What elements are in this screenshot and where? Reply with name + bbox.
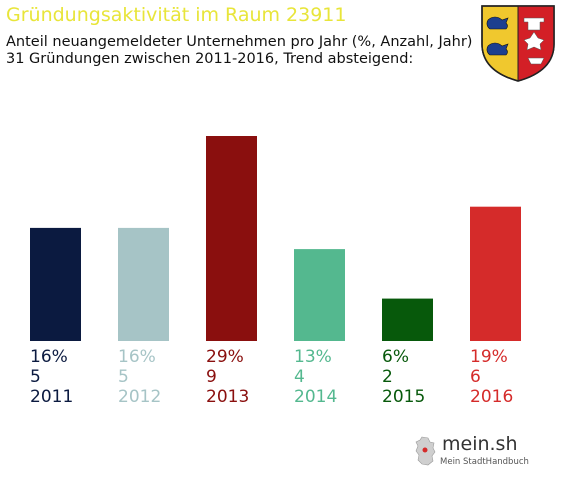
count-label-2013: 9 (206, 367, 217, 387)
year-label-2014: 2014 (294, 387, 338, 407)
percent-label-2016: 19% (470, 347, 508, 367)
year-label-2013: 2013 (206, 387, 250, 407)
brand-badge: mein.sh Mein StadtHandbuch (414, 432, 529, 472)
year-label-2015: 2015 (382, 387, 426, 407)
coat-of-arms-icon (481, 5, 555, 82)
percent-label-2015: 6% (382, 347, 409, 367)
bar-2011 (30, 227, 81, 341)
percent-label-2014: 13% (294, 347, 332, 367)
bar-2012 (118, 227, 169, 341)
subtitle-line-2: 31 Gründungen zwischen 2011-2016, Trend … (6, 51, 414, 67)
germany-map-icon (415, 436, 436, 466)
count-label-2014: 4 (294, 367, 305, 387)
count-label-2015: 2 (382, 367, 393, 387)
count-label-2016: 6 (470, 367, 481, 387)
count-label-2011: 5 (30, 367, 41, 387)
subtitle-line-1: Anteil neuangemeldeter Unternehmen pro J… (6, 34, 473, 50)
percent-label-2011: 16% (30, 347, 68, 367)
year-label-2016: 2016 (470, 387, 514, 407)
year-label-2012: 2012 (118, 387, 162, 407)
brand-name: mein.sh (442, 433, 518, 455)
percent-label-2013: 29% (206, 347, 244, 367)
chart-title: Gründungsaktivität im Raum 23911 (6, 4, 347, 26)
count-label-2012: 5 (118, 367, 129, 387)
percent-label-2012: 16% (118, 347, 156, 367)
bar-2016 (470, 206, 521, 341)
bar-2015 (382, 298, 433, 341)
chart-subtitle: Anteil neuangemeldeter Unternehmen pro J… (6, 34, 472, 68)
bar-2013 (206, 136, 257, 341)
year-label-2011: 2011 (30, 387, 74, 407)
bar-2014 (294, 249, 345, 341)
brand-tagline: Mein StadtHandbuch (440, 457, 529, 467)
